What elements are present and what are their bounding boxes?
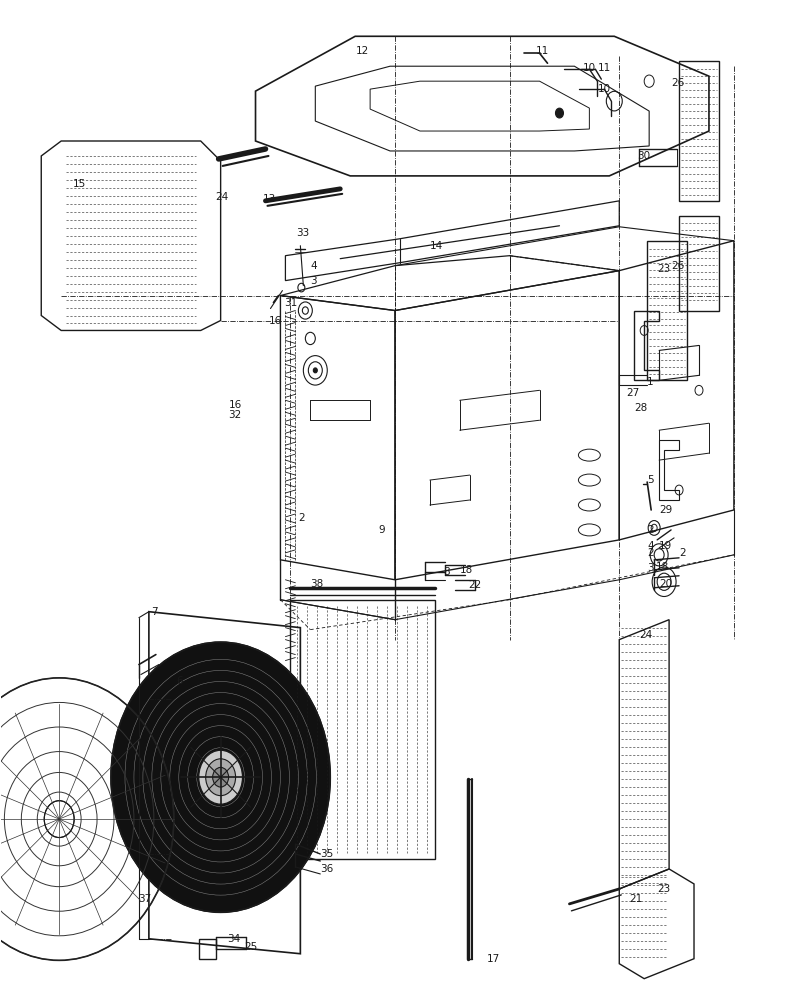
Text: 7: 7 [151,607,157,617]
Text: 30: 30 [637,151,650,161]
Text: 21: 21 [629,894,642,904]
Text: 12: 12 [356,46,369,56]
Text: 2: 2 [298,513,305,523]
Text: 8: 8 [442,567,449,577]
Circle shape [199,750,242,804]
Text: 10: 10 [581,63,594,73]
Text: 24: 24 [216,192,229,202]
Text: 10: 10 [597,84,610,94]
Circle shape [313,368,317,373]
Text: 16: 16 [229,400,242,410]
Text: 27: 27 [625,388,639,398]
Text: 26: 26 [670,261,684,271]
Text: 11: 11 [597,63,610,73]
Circle shape [111,642,330,912]
Text: 6: 6 [175,676,182,686]
Text: 2: 2 [646,548,653,558]
Text: 16: 16 [268,316,281,326]
Text: 29: 29 [659,505,672,515]
Text: 26: 26 [670,78,684,88]
Text: 2: 2 [646,525,653,535]
Text: 36: 36 [320,864,333,874]
Text: 38: 38 [310,579,323,589]
Circle shape [212,767,229,787]
Text: 28: 28 [633,403,646,413]
Text: 20: 20 [659,579,672,589]
Text: 3: 3 [646,563,653,573]
Text: 11: 11 [535,46,548,56]
Text: 18: 18 [459,565,473,575]
Circle shape [205,759,235,796]
Text: 4: 4 [310,261,316,271]
Circle shape [44,801,74,838]
Text: 13: 13 [262,194,276,204]
Text: 5: 5 [646,475,653,485]
Text: 34: 34 [227,934,241,944]
Text: 35: 35 [320,849,333,859]
Text: 19: 19 [659,541,672,551]
Text: 3: 3 [310,276,316,286]
Text: 32: 32 [229,410,242,420]
Text: 17: 17 [486,954,500,964]
Text: 9: 9 [378,525,384,535]
Text: 25: 25 [244,942,257,952]
Text: 1: 1 [646,377,653,387]
Text: 2: 2 [678,548,684,558]
Circle shape [555,108,563,118]
Text: 23: 23 [656,884,670,894]
Text: 37: 37 [138,894,151,904]
Text: 33: 33 [296,228,309,238]
Text: 22: 22 [467,580,480,590]
Text: 23: 23 [656,264,670,274]
Text: 31: 31 [284,298,298,308]
Text: 15: 15 [73,179,86,189]
Text: 24: 24 [638,630,652,640]
Text: 4: 4 [646,541,653,551]
Text: 14: 14 [429,241,443,251]
Text: 18: 18 [655,562,668,572]
